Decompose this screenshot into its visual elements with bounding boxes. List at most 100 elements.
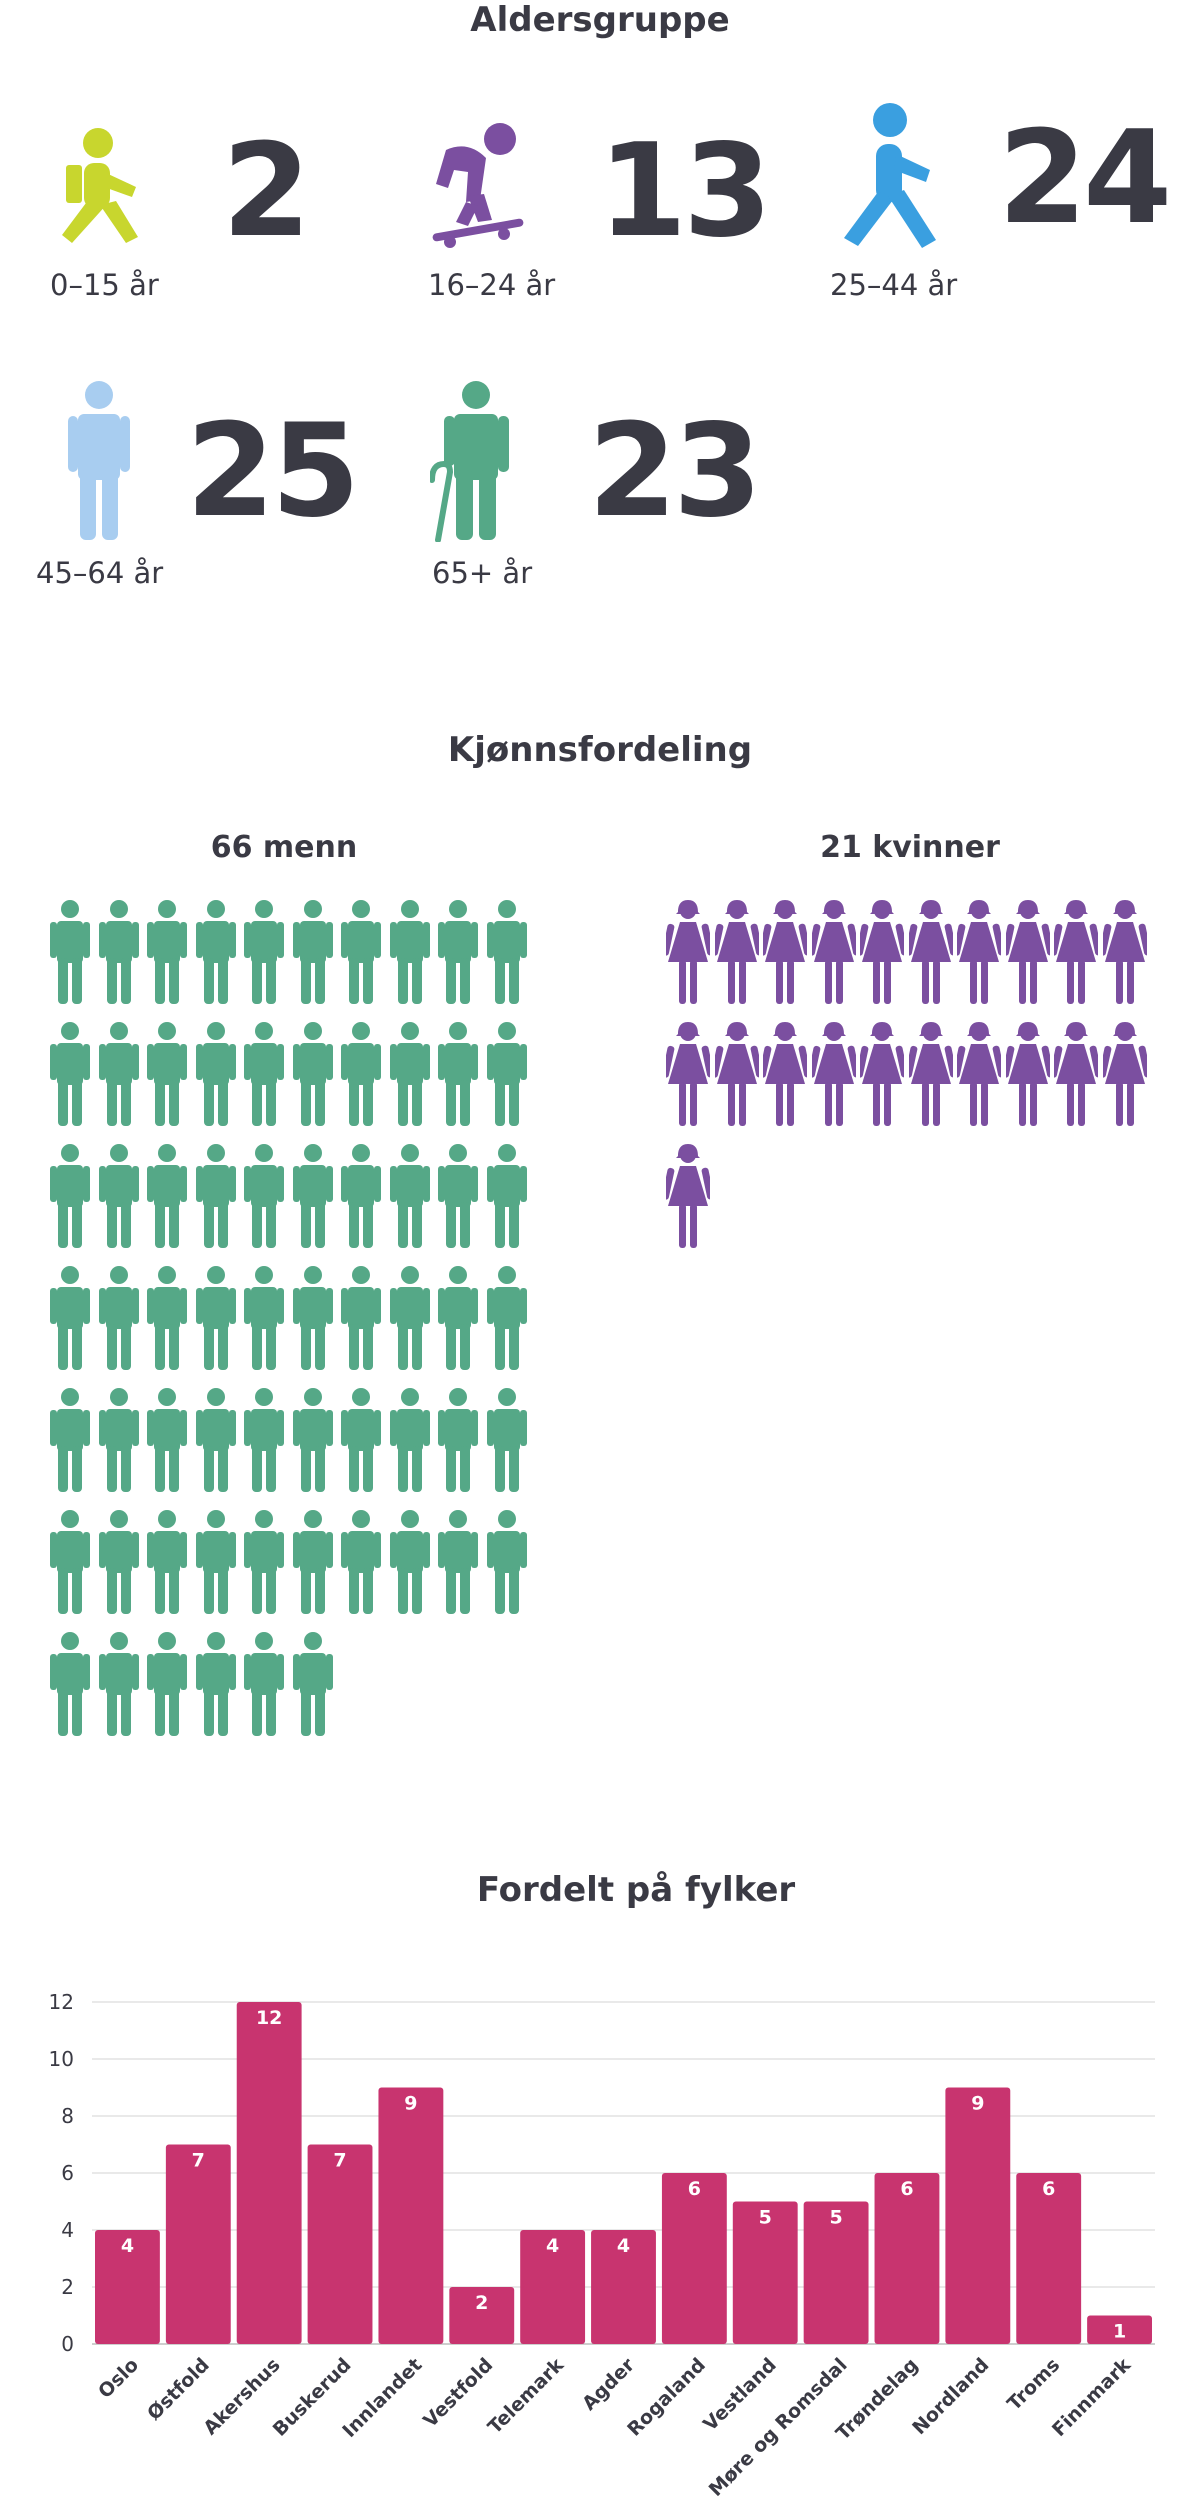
man-icon xyxy=(50,1144,90,1248)
woman-icon xyxy=(1005,1022,1050,1126)
walking-person-icon xyxy=(844,103,936,248)
woman-icon xyxy=(1005,900,1050,1004)
age-count-16-24: 13 xyxy=(598,117,772,266)
standing-person-icon xyxy=(68,381,130,540)
bar xyxy=(449,2287,515,2344)
man-icon xyxy=(244,900,284,1004)
age-label-25-44: 25–44 år xyxy=(830,268,958,302)
bar xyxy=(803,2201,869,2344)
age-label-16-24: 16–24 år xyxy=(428,268,556,302)
man-icon xyxy=(147,1632,187,1736)
woman-icon xyxy=(714,900,759,1004)
bar xyxy=(661,2173,727,2344)
age-count-0-15: 2 xyxy=(222,117,311,266)
man-icon xyxy=(195,900,236,1004)
x-tick-label: Nordland xyxy=(908,2354,993,2439)
data-label: 1 xyxy=(1113,2321,1126,2343)
x-tick-label: Møre og Romsdal xyxy=(705,2354,852,2500)
x-tick-label: Agder xyxy=(578,2354,639,2415)
man-icon xyxy=(438,1266,478,1370)
man-icon xyxy=(50,1632,90,1736)
man-icon xyxy=(50,1022,90,1126)
man-icon xyxy=(50,1510,90,1614)
woman-icon xyxy=(666,1022,710,1126)
man-icon xyxy=(50,1266,90,1370)
data-label: 4 xyxy=(617,2235,630,2257)
man-icon xyxy=(98,1388,139,1492)
man-icon xyxy=(195,1144,236,1248)
men-heading: 66 menn xyxy=(210,830,358,865)
data-label: 6 xyxy=(900,2178,913,2200)
age-label-65: 65+ år xyxy=(432,556,533,590)
man-icon xyxy=(195,1266,236,1370)
man-icon xyxy=(486,1510,527,1614)
age-section-title: Aldersgruppe xyxy=(470,0,730,40)
man-icon xyxy=(438,1022,478,1126)
data-label: 7 xyxy=(333,2150,346,2172)
age-label-45-64: 45–64 år xyxy=(36,556,164,590)
man-icon xyxy=(389,1388,430,1492)
bar xyxy=(732,2201,798,2344)
woman-icon xyxy=(763,1022,807,1126)
data-label: 4 xyxy=(121,2235,134,2257)
woman-icon xyxy=(860,1022,904,1126)
man-icon xyxy=(292,1388,333,1492)
y-tick-label: 4 xyxy=(61,2218,74,2242)
man-icon xyxy=(341,1266,381,1370)
skateboarder-icon xyxy=(432,123,524,248)
man-icon xyxy=(50,1388,90,1492)
woman-icon xyxy=(957,1022,1001,1126)
man-icon xyxy=(341,1388,381,1492)
man-icon xyxy=(98,1510,139,1614)
woman-icon xyxy=(860,900,904,1004)
man-icon xyxy=(147,1144,187,1248)
woman-icon xyxy=(666,1144,710,1248)
man-icon xyxy=(389,1510,430,1614)
data-label: 5 xyxy=(829,2207,842,2229)
man-icon xyxy=(486,1144,527,1248)
woman-icon xyxy=(908,1022,953,1126)
x-tick-label: Østfold xyxy=(143,2354,214,2425)
elderly-person-cane-icon xyxy=(430,381,509,542)
man-icon xyxy=(292,1144,333,1248)
age-count-25-44: 24 xyxy=(998,104,1172,253)
y-tick-label: 8 xyxy=(61,2104,74,2128)
data-label: 7 xyxy=(192,2150,205,2172)
x-tick-label: Troms xyxy=(1003,2354,1064,2415)
bar xyxy=(1087,2315,1152,2344)
y-tick-label: 0 xyxy=(61,2332,74,2356)
woman-icon xyxy=(811,900,856,1004)
man-icon xyxy=(147,1510,187,1614)
man-icon xyxy=(341,1510,381,1614)
x-tick-label: Telemark xyxy=(484,2354,569,2439)
women-heading: 21 kvinner xyxy=(820,830,1000,865)
bar xyxy=(591,2230,656,2344)
man-icon xyxy=(438,1144,478,1248)
man-icon xyxy=(98,1266,139,1370)
man-icon xyxy=(438,1510,478,1614)
man-icon xyxy=(292,1632,333,1736)
man-icon xyxy=(341,1022,381,1126)
data-label: 2 xyxy=(475,2292,488,2314)
man-icon xyxy=(244,1632,284,1736)
age-label-0-15: 0–15 år xyxy=(50,268,159,302)
man-icon xyxy=(98,1632,139,1736)
bar xyxy=(378,2087,444,2344)
man-icon xyxy=(244,1388,284,1492)
woman-icon xyxy=(811,1022,856,1126)
gender-section-title: Kjønnsfordeling xyxy=(447,730,753,770)
man-icon xyxy=(438,1388,478,1492)
man-icon xyxy=(292,900,333,1004)
man-icon xyxy=(147,1022,187,1126)
y-tick-label: 2 xyxy=(61,2275,74,2299)
man-icon xyxy=(389,900,430,1004)
y-tick-label: 6 xyxy=(61,2161,74,2185)
child-icon xyxy=(62,128,138,243)
data-label: 5 xyxy=(759,2207,772,2229)
man-icon xyxy=(244,1144,284,1248)
woman-icon xyxy=(1102,900,1147,1004)
y-tick-label: 10 xyxy=(49,2047,74,2071)
bar xyxy=(874,2173,940,2344)
bar xyxy=(165,2144,231,2344)
man-icon xyxy=(292,1022,333,1126)
